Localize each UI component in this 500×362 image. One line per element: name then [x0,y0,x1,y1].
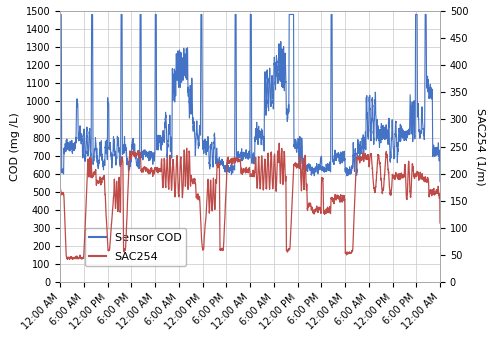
SAC254 [406,178,412,183]
Sensor COD [426,79,432,84]
Line: SAC254: SAC254 [60,143,440,259]
SAC254 [437,221,443,225]
SAC254 [64,257,70,261]
Sensor COD [216,162,222,167]
SAC254 [426,178,432,183]
SAC254 [238,164,244,168]
Sensor COD [220,163,226,168]
Sensor COD [238,152,244,156]
Sensor COD [57,146,63,151]
Sensor COD [406,130,412,134]
SAC254 [216,219,222,224]
Sensor COD [57,12,63,17]
SAC254 [333,197,339,202]
Y-axis label: SAC254 (1/m): SAC254 (1/m) [475,108,485,185]
Sensor COD [333,159,339,163]
SAC254 [220,248,226,252]
Line: Sensor COD: Sensor COD [60,14,440,182]
SAC254 [276,141,282,145]
SAC254 [57,234,63,239]
Sensor COD [437,180,443,184]
Y-axis label: COD (mg /L): COD (mg /L) [10,112,20,181]
Legend: Sensor COD, SAC254: Sensor COD, SAC254 [84,228,186,266]
